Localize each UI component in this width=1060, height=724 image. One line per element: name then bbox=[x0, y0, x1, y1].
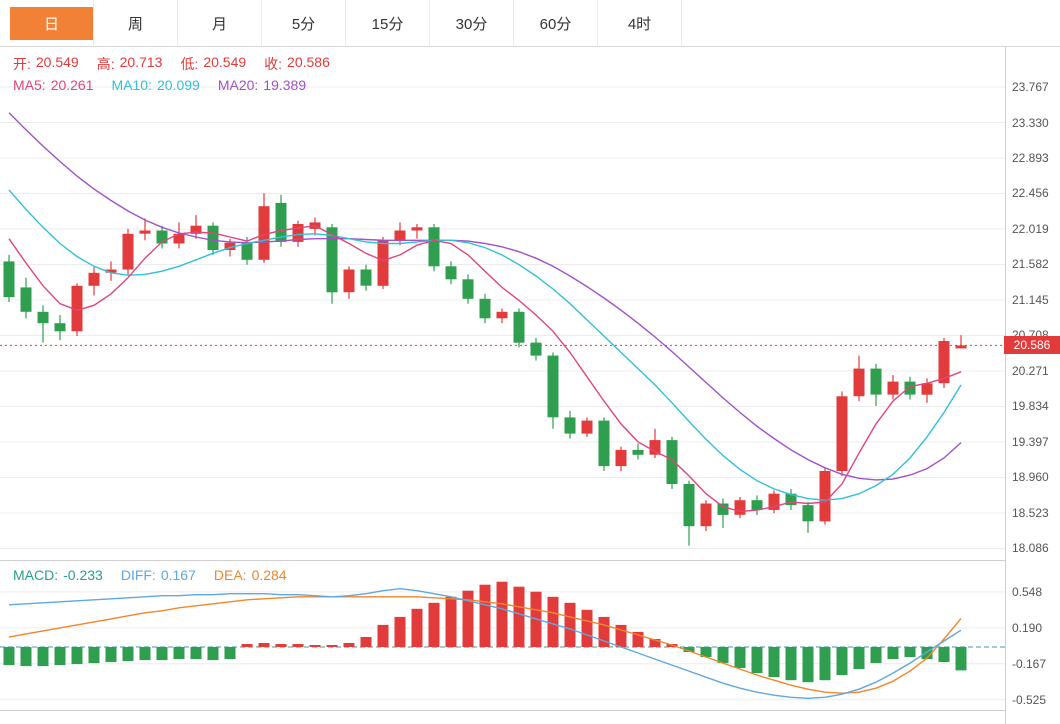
bottom-frame-line bbox=[0, 710, 1060, 711]
macd-label: MACD: bbox=[13, 567, 59, 583]
tab-4hour[interactable]: 4时 bbox=[598, 0, 682, 46]
ma10-label: MA10: bbox=[111, 77, 152, 93]
axis-label: 21.145 bbox=[1012, 293, 1049, 307]
axis-label: 22.456 bbox=[1012, 186, 1049, 200]
legend-dea: DEA: 0.284 bbox=[214, 567, 287, 583]
legend-ma5: MA5: 20.261 bbox=[13, 77, 94, 93]
axis-label: -0.167 bbox=[1012, 657, 1047, 671]
low-value: 20.549 bbox=[203, 54, 247, 70]
ma10-value: 20.099 bbox=[156, 77, 200, 93]
diff-label: DIFF: bbox=[120, 567, 156, 583]
axis-label: 22.019 bbox=[1012, 222, 1049, 236]
high-label: 高: bbox=[96, 56, 115, 72]
axis-label: 20.271 bbox=[1012, 364, 1049, 378]
ma5-label: MA5: bbox=[13, 77, 46, 93]
macd-svg[interactable] bbox=[0, 560, 1005, 710]
legend-high: 高: 20.713 bbox=[97, 54, 163, 74]
current-price-value: 20.586 bbox=[1013, 338, 1051, 352]
axis-label: 18.960 bbox=[1012, 470, 1049, 484]
high-value: 20.713 bbox=[119, 54, 163, 70]
axis-label: -0.525 bbox=[1012, 693, 1047, 707]
axis-label: 0.548 bbox=[1012, 585, 1043, 599]
panel-divider bbox=[0, 560, 1060, 561]
axis-label: 0.190 bbox=[1012, 621, 1043, 635]
legend-ma20: MA20: 19.389 bbox=[218, 77, 306, 93]
ma5-value: 20.261 bbox=[50, 77, 94, 93]
low-label: 低: bbox=[180, 56, 199, 72]
dea-label: DEA: bbox=[213, 567, 247, 583]
legend-low: 低: 20.549 bbox=[180, 54, 246, 74]
tab-5min[interactable]: 5分 bbox=[262, 0, 346, 46]
legend-diff: DIFF: 0.167 bbox=[121, 567, 196, 583]
axis-label: 21.582 bbox=[1012, 257, 1049, 271]
axis-label: 18.086 bbox=[1012, 541, 1049, 555]
dea-value: 0.284 bbox=[251, 567, 287, 583]
tab-60min[interactable]: 60分 bbox=[514, 0, 598, 46]
macd-chart[interactable]: MACD: -0.233 DIFF: 0.167 DEA: 0.284 bbox=[0, 560, 1005, 710]
legend-close: 收: 20.586 bbox=[264, 54, 330, 74]
diff-value: 0.167 bbox=[160, 567, 196, 583]
open-label: 开: bbox=[13, 56, 31, 72]
price-axis: 23.767 23.330 22.893 22.456 22.019 21.582 21.1… bbox=[1006, 47, 1060, 724]
axis-label: 22.893 bbox=[1012, 151, 1049, 165]
candlestick-svg[interactable] bbox=[0, 47, 1005, 560]
axis-label: 23.767 bbox=[1012, 80, 1049, 94]
main-chart[interactable]: 开: 20.549 高: 20.713 低: 20.549 收: 20.586 MA5:… bbox=[0, 47, 1005, 560]
legend-ma10: MA10: 20.099 bbox=[112, 77, 200, 93]
tab-month[interactable]: 月 bbox=[178, 0, 262, 46]
ma20-label: MA20: bbox=[217, 77, 259, 93]
ohlc-legend: 开: 20.549 高: 20.713 低: 20.549 收: 20.586 bbox=[13, 54, 330, 74]
tab-week[interactable]: 周 bbox=[94, 0, 178, 46]
macd-legend: MACD: -0.233 DIFF: 0.167 DEA: 0.284 bbox=[13, 567, 287, 583]
macd-value: -0.233 bbox=[63, 567, 103, 583]
axis-label: 19.834 bbox=[1012, 399, 1049, 413]
period-toolbar: 日周月 5分 15分 30分 60分 4时 bbox=[0, 0, 1060, 47]
legend-open: 开: 20.549 bbox=[13, 54, 79, 74]
close-value: 20.586 bbox=[287, 54, 330, 70]
ma20-value: 19.389 bbox=[263, 77, 307, 93]
tab-day[interactable]: 日 bbox=[10, 0, 94, 46]
axis-label: 23.330 bbox=[1012, 116, 1049, 130]
ma-legend: MA5: 20.261 MA10: 20.099 MA20: 19.389 bbox=[13, 77, 306, 93]
tab-30min[interactable]: 30分 bbox=[430, 0, 514, 46]
axis-label: 18.523 bbox=[1012, 506, 1049, 520]
open-value: 20.549 bbox=[35, 54, 79, 70]
current-price-tag: 20.586 bbox=[1004, 336, 1060, 354]
axis-label: 19.397 bbox=[1012, 435, 1049, 449]
close-label: 收: bbox=[264, 56, 283, 72]
time-axis bbox=[0, 711, 1060, 724]
tab-15min[interactable]: 15分 bbox=[346, 0, 430, 46]
axis-divider bbox=[1005, 47, 1006, 724]
legend-macd: MACD: -0.233 bbox=[13, 567, 103, 583]
